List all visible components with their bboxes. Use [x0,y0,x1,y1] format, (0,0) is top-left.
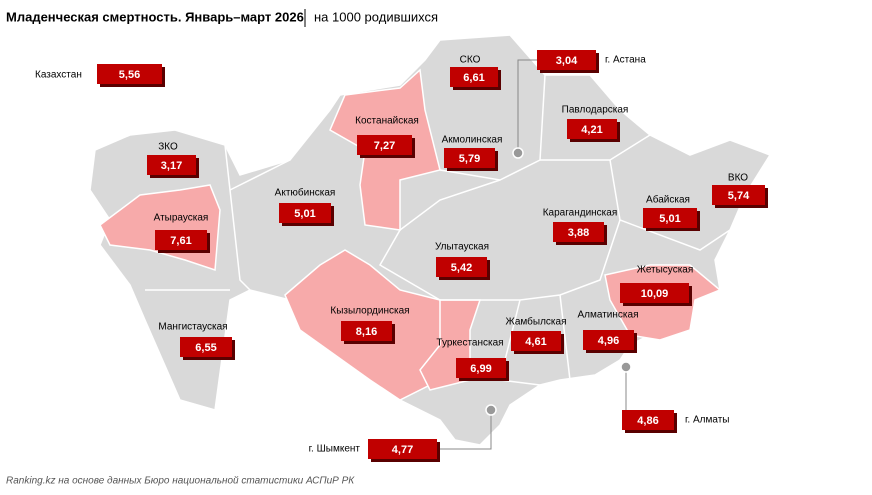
region-name: Жетысуская [637,265,694,276]
value-box [450,67,498,87]
region-name: Костанайская [355,116,419,127]
value-box [712,185,765,205]
unit: на 1000 родившихся [314,9,438,24]
value-box [444,148,495,168]
region-name: Павлодарская [562,105,629,116]
region-name: г. Шымкент [309,444,361,455]
value-label: 5,01 [294,208,315,220]
city-marker [620,361,632,373]
value-box [147,155,196,175]
value-box [583,330,634,350]
region-name: Атырауская [154,213,209,224]
leader-line [437,410,492,450]
value-box [97,64,162,84]
value-label: 5,42 [451,262,472,274]
value-label: 5,74 [728,190,750,202]
value-label: 4,86 [637,415,658,427]
region-name: Алматинская [578,310,639,321]
region-name: Абайская [646,194,690,206]
value-label: 4,96 [598,335,619,347]
value-label: 4,77 [392,444,413,456]
value-box [620,283,689,303]
region-name: СКО [460,55,481,66]
value-box [456,358,506,378]
value-box [180,337,232,357]
value-box [155,230,207,250]
value-label: 10,09 [641,288,669,300]
value-label: 7,27 [374,140,395,152]
region-name: Мангистауская [158,322,227,333]
value-box [622,410,674,430]
value-label: 3,88 [568,227,589,239]
region-name: г. Алматы [685,415,729,426]
value-box [368,439,437,459]
value-label: 4,21 [581,124,602,136]
value-box [567,119,617,139]
value-box [643,208,697,228]
region-name: Актюбинская [275,187,336,199]
value-label: 4,61 [525,336,546,348]
leader-line [517,59,537,153]
region-name: Акмолинская [442,135,503,146]
region-name: ЗКО [158,142,178,153]
value-box [553,222,604,242]
value-box [537,50,596,70]
value-label: 7,61 [170,235,191,247]
region-name: Казахстан [35,70,82,81]
value-label: 8,16 [356,326,377,338]
title: Младенческая смертность. Январь–март 202… [6,9,304,24]
value-label: 6,99 [470,363,491,375]
value-box [341,321,392,341]
footer: Ranking.kz на основе данных Бюро национа… [6,476,355,487]
region-name: Жамбылская [506,316,567,328]
value-box [279,203,331,223]
region-name: г. Астана [605,55,646,66]
region-name: ВКО [728,173,748,184]
value-label: 3,04 [556,55,578,67]
value-box [357,135,412,155]
city-marker [512,147,524,159]
value-label: 5,56 [119,69,140,81]
region-name: Кызылординская [330,306,409,317]
region-name: Карагандинская [543,208,618,219]
region-name: Туркестанская [436,338,503,349]
value-label: 3,17 [161,160,182,172]
value-box [511,331,561,351]
value-label: 5,01 [659,213,680,225]
value-label: 6,55 [195,342,216,354]
region-name: Улытауская [435,242,489,253]
value-label: 5,79 [459,153,480,165]
city-marker [485,404,497,416]
value-label: 6,61 [463,72,484,84]
value-box [436,257,487,277]
